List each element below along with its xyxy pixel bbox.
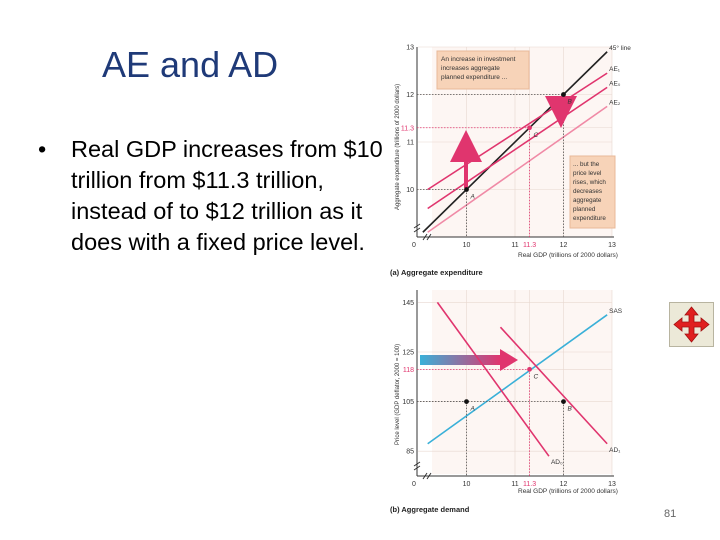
chart-b-shift-arrow-head	[500, 349, 518, 371]
data-point	[464, 187, 469, 192]
chart-a-series-labels: 45° line AE₁ AE₀ AE₂	[609, 44, 631, 107]
annotation-box-1	[436, 50, 530, 90]
y-tick-label: 125	[402, 350, 414, 357]
series-line	[427, 314, 608, 445]
point-label: A	[470, 194, 475, 201]
series-label: AD₁	[609, 447, 621, 454]
chart-b-x-label: Real GDP (trillions of 2000 dollars)	[518, 488, 618, 495]
data-point	[527, 366, 532, 372]
chart-a-x-axis-break	[422, 233, 432, 241]
series-line	[499, 326, 608, 445]
y-tick-label: 145	[402, 300, 414, 307]
y-tick-label: 13	[406, 45, 414, 52]
data-point	[561, 399, 566, 404]
x-tick-label: 12	[560, 481, 568, 488]
annotation-line: price level	[573, 170, 601, 177]
annotation-line: rises, which	[573, 179, 606, 186]
chart-b-plot-area	[432, 290, 612, 474]
y-tick-label: 12	[406, 92, 414, 99]
chart-b-caption: (b) Aggregate demand	[390, 505, 470, 514]
y-tick-label: 105	[402, 399, 414, 406]
chart-b-dotted-guides	[417, 368, 564, 476]
x-tick-label: 11.3	[523, 242, 536, 249]
x-tick-label: 11	[511, 242, 518, 249]
data-point	[464, 399, 469, 404]
bullet-dot: •	[38, 136, 47, 162]
chart-a: An increase in investment increases aggr…	[390, 44, 631, 277]
data-point	[527, 125, 532, 131]
x-tick-label: 13	[608, 481, 616, 488]
series-label: AE₂	[609, 99, 621, 106]
x-tick-label: 10	[463, 481, 471, 488]
annotation-line: decreases	[573, 188, 602, 195]
chart-a-points: A B C	[464, 92, 573, 201]
annotation-line: planned	[573, 206, 596, 213]
chart-b-y-label: Price level (GDP deflator, 2000 = 100)	[395, 344, 401, 445]
annotation-line: ... but the	[573, 161, 600, 168]
chart-b-series-lines	[427, 301, 608, 457]
annotation-line: increases aggregate	[441, 65, 500, 72]
y-tick-label: 11	[407, 140, 414, 147]
annotation-line: expenditure	[573, 215, 606, 222]
chart-a-y-axis-break	[413, 223, 421, 233]
annotation-line: An increase in investment	[441, 56, 516, 63]
bullet-text: Real GDP increases from $10 trillion fro…	[71, 136, 383, 255]
four-way-arrow-icon[interactable]	[669, 302, 714, 347]
x-tick-label: 0	[412, 481, 416, 488]
data-point	[561, 92, 566, 97]
series-line	[436, 301, 550, 457]
annotation-line: planned expenditure ...	[441, 74, 507, 81]
x-tick-label: 11	[511, 481, 518, 488]
chart-b: 0 10 11 11.3 12 13 85 105 118 125 145 A B C SAS AD₀ AD…	[390, 290, 623, 514]
series-line	[422, 51, 608, 233]
annotation-line: aggregate	[573, 197, 602, 204]
chart-a-y-label: Aggregate expenditure (trillions of 2000…	[395, 84, 401, 210]
x-tick-label: 13	[608, 242, 616, 249]
series-label: AE₁	[609, 66, 621, 73]
annotation-box-2	[569, 155, 616, 229]
bullet-point: • Real GDP increases from $10 trillion f…	[38, 134, 383, 258]
chart-b-x-axis-break	[422, 472, 432, 480]
y-tick-label: 85	[406, 449, 414, 456]
series-line	[427, 105, 608, 233]
point-label: C	[534, 132, 539, 139]
chart-b-series-labels: SAS AD₀ AD₁	[551, 308, 623, 466]
chart-b-points: A B C	[464, 366, 573, 413]
slide-title: AE and AD	[102, 44, 279, 85]
y-tick-label: 10	[406, 187, 414, 194]
chart-b-tick-labels: 0 10 11 11.3 12 13 85 105 118 125 145	[402, 300, 616, 488]
point-label: A	[470, 406, 475, 413]
chart-a-x-label: Real GDP (trillions of 2000 dollars)	[518, 252, 618, 259]
series-label: SAS	[609, 308, 623, 315]
point-label: B	[568, 406, 573, 413]
chart-a-tick-labels: 0 10 11 11.3 12 13 10 11 11.3 12 13	[401, 45, 616, 250]
x-tick-label: 12	[560, 242, 568, 249]
page-number: 81	[664, 508, 677, 520]
chart-b-y-axis-break	[413, 461, 421, 471]
chart-a-dotted-guides	[417, 94, 564, 237]
y-tick-label: 11.3	[401, 125, 414, 132]
chart-a-series-lines	[422, 51, 608, 233]
series-label: AE₀	[609, 80, 621, 87]
series-line	[427, 86, 608, 210]
series-label: 45° line	[609, 44, 631, 52]
point-label: C	[534, 373, 539, 380]
series-label: AD₀	[551, 459, 563, 466]
y-tick-label: 118	[403, 367, 414, 374]
series-line	[427, 72, 608, 191]
x-tick-label: 0	[412, 242, 416, 249]
x-tick-label: 11.3	[523, 481, 536, 488]
chart-b-shift-arrow-body	[420, 355, 500, 365]
x-tick-label: 10	[463, 242, 471, 249]
chart-a-caption: (a) Aggregate expenditure	[390, 268, 483, 277]
point-label: B	[568, 99, 573, 106]
